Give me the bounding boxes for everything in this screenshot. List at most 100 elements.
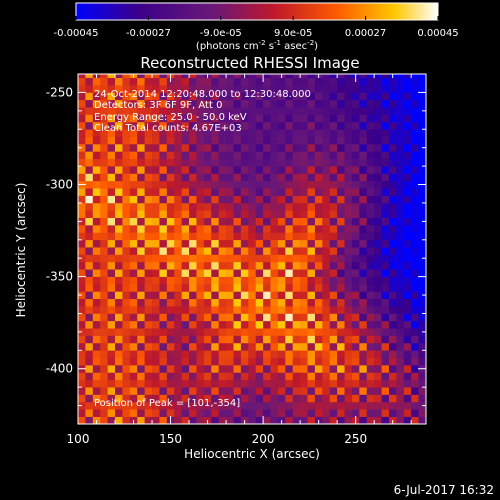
heatmap-cell	[196, 239, 205, 248]
heatmap-cell	[100, 320, 108, 329]
heatmap-cell	[107, 365, 116, 373]
heatmap-cell	[233, 121, 242, 130]
heatmap-cell	[166, 232, 175, 241]
heatmap-cell	[152, 210, 160, 218]
heatmap-cell	[344, 365, 353, 373]
heatmap-cell	[359, 320, 368, 329]
heatmap-cell	[78, 342, 86, 351]
heatmap-cell	[196, 328, 205, 336]
heatmap-cell	[366, 416, 375, 424]
heatmap-cell	[322, 173, 331, 182]
heatmap-cell	[115, 166, 123, 174]
heatmap-cell	[374, 394, 382, 403]
heatmap-cell	[248, 284, 257, 292]
heatmap-cell	[159, 284, 168, 292]
heatmap-cell	[174, 409, 182, 417]
heatmap-cell	[144, 210, 153, 218]
heatmap-cell	[255, 401, 264, 410]
heatmap-cell	[285, 99, 294, 108]
heatmap-cell	[174, 342, 182, 351]
heatmap-cell	[314, 188, 323, 196]
heatmap-cell	[322, 394, 331, 403]
heatmap-cell	[181, 276, 190, 285]
heatmap-cell	[122, 107, 131, 115]
heatmap-cell	[329, 357, 338, 366]
heatmap-cell	[226, 114, 234, 123]
heatmap-cell	[211, 328, 219, 336]
heatmap-cell	[85, 92, 94, 101]
heatmap-cell	[92, 99, 101, 108]
heatmap-cell	[211, 225, 219, 233]
heatmap-cell	[337, 217, 345, 226]
heatmap-cell	[366, 129, 375, 137]
heatmap-cell	[159, 92, 168, 101]
heatmap-cell	[129, 357, 138, 366]
heatmap-cell	[174, 217, 182, 226]
heatmap-cell	[107, 320, 116, 329]
heatmap-cell	[92, 342, 101, 351]
heatmap-cell	[107, 261, 116, 270]
heatmap-cell	[144, 136, 153, 145]
heatmap-cell	[270, 107, 279, 115]
heatmap-cell	[159, 202, 168, 211]
heatmap-cell	[263, 99, 271, 108]
heatmap-cell	[381, 210, 390, 218]
heatmap-cell	[270, 350, 279, 358]
heatmap-cell	[226, 394, 234, 403]
heatmap-cell	[137, 365, 145, 373]
heatmap-cell	[240, 298, 249, 307]
heatmap-cell	[189, 320, 197, 329]
heatmap-cell	[174, 114, 182, 123]
heatmap-cell	[314, 320, 323, 329]
heatmap-cell	[196, 320, 205, 329]
heatmap-cell	[240, 313, 249, 322]
heatmap-cell	[351, 379, 360, 388]
heatmap-cell	[396, 92, 405, 101]
heatmap-cell	[100, 269, 108, 277]
heatmap-cell	[174, 313, 182, 322]
heatmap-cell	[344, 92, 353, 101]
heatmap-cell	[100, 365, 108, 373]
heatmap-cell	[307, 247, 316, 255]
heatmap-cell	[263, 173, 271, 182]
heatmap-cell	[240, 239, 249, 248]
heatmap-cell	[307, 342, 316, 351]
heatmap-cell	[255, 409, 264, 417]
heatmap-cell	[344, 239, 353, 248]
heatmap-cell	[218, 342, 227, 351]
heatmap-cell	[159, 188, 168, 196]
heatmap-cell	[137, 107, 145, 115]
heatmap-cell	[85, 387, 94, 395]
heatmap-cell	[270, 136, 279, 145]
heatmap-cell	[152, 387, 160, 395]
heatmap-cell	[403, 372, 412, 381]
heatmap-cell	[174, 387, 182, 395]
heatmap-cell	[418, 276, 426, 285]
heatmap-cell	[240, 136, 249, 145]
heatmap-cell	[129, 328, 138, 336]
heatmap-cell	[255, 151, 264, 160]
heatmap-cell	[285, 269, 294, 277]
heatmap-cell	[100, 335, 108, 344]
heatmap-cell	[388, 335, 397, 344]
heatmap-cell	[166, 239, 175, 248]
heatmap-cell	[226, 173, 234, 182]
heatmap-cell	[359, 357, 368, 366]
heatmap-cell	[396, 328, 405, 336]
heatmap-cell	[174, 247, 182, 255]
heatmap-cell	[107, 166, 116, 174]
heatmap-cell	[344, 180, 353, 189]
heatmap-cell	[344, 320, 353, 329]
heatmap-cell	[418, 188, 426, 196]
heatmap-cell	[92, 372, 101, 381]
heatmap-cell	[159, 291, 168, 300]
heatmap-cell	[129, 269, 138, 277]
heatmap-cell	[196, 99, 205, 108]
heatmap-cell	[351, 92, 360, 101]
heatmap-cell	[292, 387, 301, 395]
heatmap-cell	[255, 372, 264, 381]
heatmap-cell	[344, 225, 353, 233]
heatmap-cell	[351, 188, 360, 196]
heatmap-cell	[166, 269, 175, 277]
heatmap-cell	[263, 394, 271, 403]
